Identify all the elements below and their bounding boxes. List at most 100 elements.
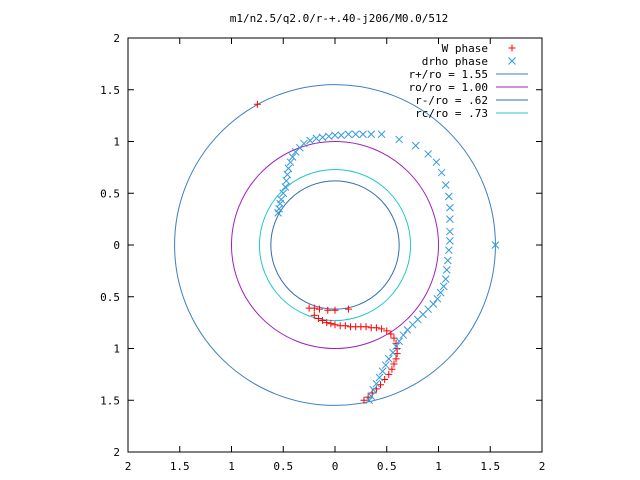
x-tick-label-2: 1: [228, 460, 235, 473]
legend-label-2: r+/ro = 1.55: [409, 68, 488, 81]
series-1-point-2: [395, 135, 404, 144]
series-1-point-29: [389, 348, 397, 357]
series-1-point-4: [424, 150, 433, 158]
series-1-point-39: [359, 130, 367, 139]
legend-label-4: r-/ro = .62: [415, 94, 488, 107]
series-1-point-9: [446, 203, 454, 212]
series-1-point-31: [381, 361, 390, 369]
x-tick-label-6: 1: [435, 460, 442, 473]
series-1-point-38: [367, 130, 376, 139]
y-tick-label-6: 1: [113, 343, 120, 356]
series-0-point-3: [324, 306, 332, 314]
series-1-point-12: [446, 237, 454, 245]
series-1-point-54: [283, 170, 292, 179]
series-0-point-23: [387, 330, 395, 338]
series-1-point-57: [279, 189, 288, 198]
legend-swatch-0: [508, 44, 516, 52]
series-0-point-0: [253, 100, 261, 108]
series-1-point-10: [446, 215, 454, 223]
series-1-point-14: [443, 256, 452, 265]
series-1-point-25: [403, 326, 412, 334]
legend-label-1: drho phase: [422, 55, 488, 68]
series-1-point-33: [375, 373, 384, 382]
series-0-point-32: [381, 376, 389, 384]
y-tick-label-2: 1: [113, 136, 120, 149]
series-1-point-18: [436, 288, 445, 297]
series-1-point-43: [331, 131, 339, 140]
series-0-point-22: [383, 327, 391, 335]
series-1-point-41: [344, 130, 353, 139]
series-0-point-9: [319, 317, 327, 325]
y-tick-label-5: 0.5: [100, 291, 120, 304]
series-1-point-34: [372, 379, 381, 388]
series-0-point-10: [323, 319, 331, 327]
x-tick-label-3: 0.5: [273, 460, 293, 473]
y-tick-label-7: 1.5: [100, 394, 120, 407]
series-1-point-36: [367, 392, 376, 400]
series-1-point-0: [491, 241, 500, 249]
series-0-point-21: [378, 325, 386, 333]
series-1-point-11: [446, 227, 454, 236]
series-1-point-37: [365, 396, 374, 405]
series-1-point-6: [437, 168, 446, 177]
series-0-point-18: [362, 323, 370, 331]
series-1-point-7: [441, 181, 450, 189]
series-0-point-31: [385, 370, 393, 378]
circle-1: [231, 141, 439, 349]
series-0-point-12: [331, 321, 339, 329]
series-1-point-61: [274, 209, 282, 217]
series-0-point-14: [341, 322, 349, 330]
series-0-point-20: [372, 324, 380, 332]
series-1-point-5: [432, 158, 441, 167]
series-1-point-44: [324, 132, 333, 141]
series-1-point-40: [351, 130, 360, 139]
series-1-point-42: [337, 131, 346, 140]
y-tick-label-4: 0: [113, 239, 120, 252]
series-1-point-15: [442, 265, 451, 274]
series-1-point-47: [306, 136, 315, 145]
legend-label-0: W phase: [442, 42, 488, 55]
x-tick-label-5: 0.5: [377, 460, 397, 473]
series-0-point-11: [327, 320, 335, 328]
series-1-point-35: [369, 386, 378, 394]
circle-2: [270, 180, 400, 310]
chart-title: m1/n2.5/q2.0/r-+.40-j206/M0.0/512: [230, 12, 449, 25]
x-tick-label-7: 1.5: [480, 460, 500, 473]
series-1-point-26: [399, 331, 408, 339]
series-0-point-1: [344, 305, 352, 313]
series-1-point-51: [288, 153, 297, 161]
series-0-point-29: [390, 360, 398, 368]
series-0-point-7: [310, 311, 318, 319]
circles-layer: [174, 84, 496, 406]
series-0-point-28: [392, 355, 400, 363]
series-1-point-8: [444, 192, 453, 201]
y-tick-label-0: 2: [113, 32, 120, 45]
series-0-point-37: [360, 396, 368, 404]
series-1-point-55: [282, 176, 291, 185]
circle-0: [174, 84, 496, 406]
series-0-point-8: [314, 314, 322, 322]
series-1-point-46: [312, 134, 321, 143]
series-1-point-32: [378, 367, 387, 376]
series-1-point-30: [384, 354, 393, 363]
series-layer: [253, 100, 500, 405]
y-tick-label-1: 1.5: [100, 84, 120, 97]
legend-label-3: ro/ro = 1.00: [409, 81, 488, 94]
x-tick-label-4: 0: [332, 460, 339, 473]
series-1-point-19: [433, 294, 442, 303]
series-1-point-56: [281, 183, 290, 191]
series-1-point-13: [444, 246, 453, 255]
y-tick-label-8: 2: [113, 446, 120, 459]
series-1-point-17: [439, 282, 448, 291]
series-0-point-33: [377, 381, 385, 389]
series-1-point-50: [291, 147, 300, 156]
series-0-point-25: [392, 339, 400, 347]
series-1-point-52: [286, 158, 295, 167]
series-1-point-3: [411, 141, 420, 150]
series-0-point-6: [305, 304, 313, 312]
circle-3: [258, 168, 412, 322]
x-tick-label-1: 1.5: [170, 460, 190, 473]
series-0-point-30: [388, 365, 396, 373]
ticks-layer: 2 1.5 1 0.5 0 0.5 1 1.5 221.510.500.511.52: [100, 32, 545, 473]
series-1-point-28: [392, 342, 400, 351]
